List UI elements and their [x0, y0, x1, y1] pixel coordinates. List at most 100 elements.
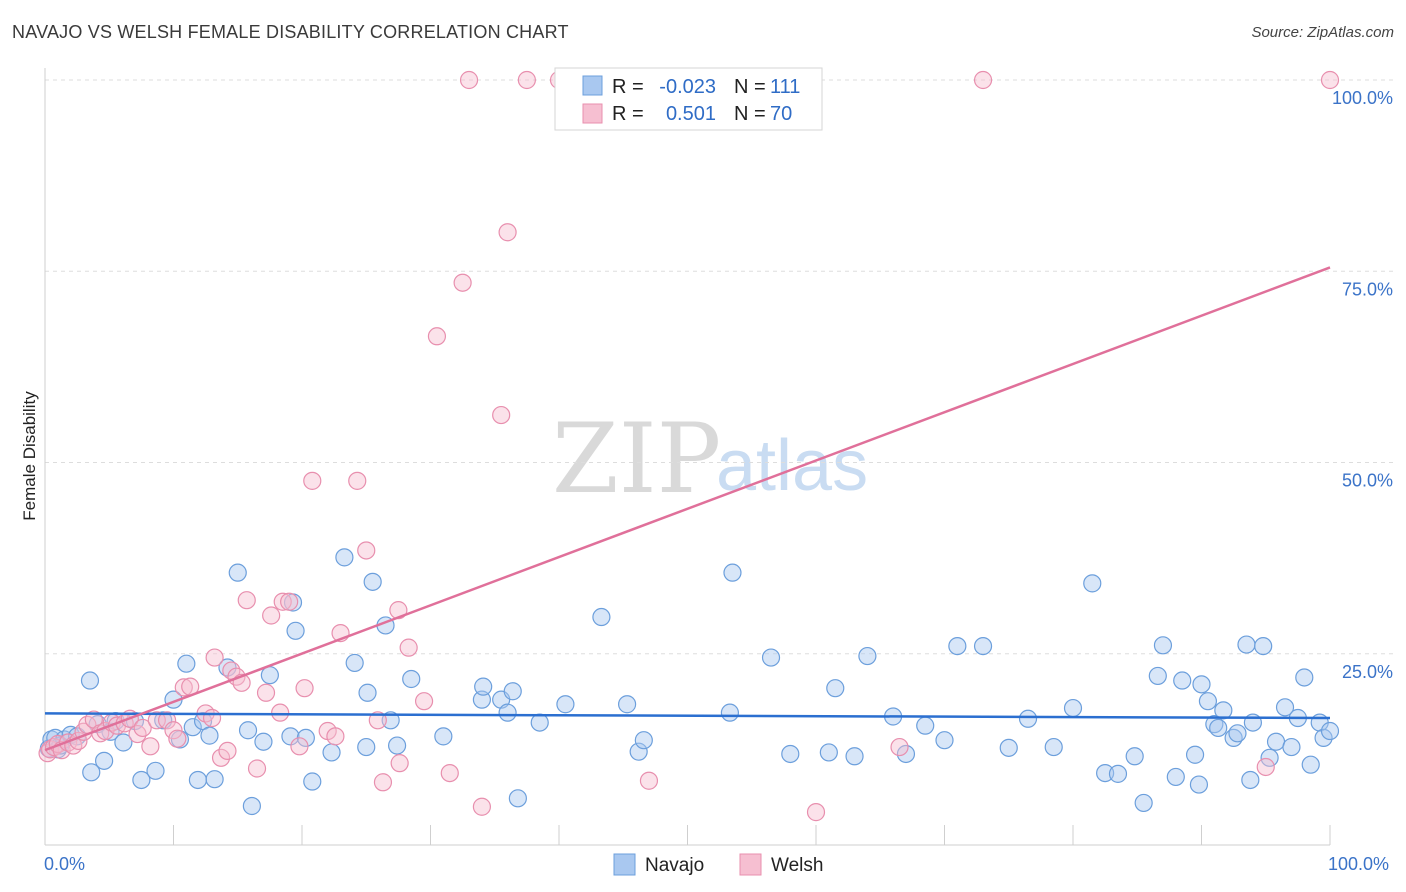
navajo-point — [188, 770, 208, 790]
navajo-point — [1260, 748, 1279, 767]
navajo-point — [508, 789, 527, 808]
navajo-point — [935, 731, 954, 750]
welsh-point — [273, 592, 292, 611]
navajo-point — [1153, 636, 1173, 655]
navajo-point — [1314, 728, 1333, 748]
source-attribution: Source: ZipAtlas.com — [1251, 24, 1394, 41]
navajo-point — [720, 703, 740, 722]
navajo-point — [916, 716, 935, 735]
navajo-point — [402, 669, 421, 689]
navajo-point — [948, 636, 967, 656]
y-tick-label: 25.0% — [1342, 662, 1393, 682]
welsh-point — [390, 754, 409, 773]
navajo-point — [1166, 767, 1185, 787]
navajo-legend-swatch — [582, 75, 603, 96]
welsh-series-label: Welsh — [771, 855, 823, 876]
navajo-point — [1198, 692, 1218, 711]
navajo-point — [723, 563, 742, 582]
welsh-point — [202, 708, 222, 728]
navajo-point — [1241, 770, 1260, 790]
navajo-point — [381, 711, 400, 730]
x-axis-ticks — [173, 825, 1331, 845]
watermark-zip: ZIP — [552, 403, 721, 515]
welsh-point — [414, 692, 434, 711]
navajo-point — [973, 636, 993, 656]
welsh-point — [517, 70, 536, 90]
welsh-point — [427, 327, 447, 346]
navajo-point — [618, 695, 637, 714]
navajo-point — [183, 718, 202, 737]
navajo-point — [1237, 635, 1256, 654]
welsh-point — [639, 771, 659, 790]
welsh-point — [492, 405, 511, 425]
navajo-r-value: -0.023 — [659, 76, 716, 98]
navajo-point — [530, 713, 549, 732]
navajo-point — [387, 736, 407, 755]
navajo-point — [1044, 737, 1063, 757]
navajo-point — [1254, 636, 1273, 656]
navajo-point — [238, 721, 258, 740]
navajo-point — [1214, 701, 1233, 720]
navajo-point — [761, 648, 781, 667]
navajo-point — [1301, 755, 1320, 774]
welsh-point — [218, 741, 237, 761]
welsh-point — [806, 803, 826, 822]
navajo-point — [1185, 745, 1205, 764]
welsh-point — [472, 797, 491, 816]
navajo-point — [345, 653, 364, 673]
welsh-trend-line — [44, 266, 1331, 752]
navajo-point — [1192, 675, 1211, 694]
y-tick-label: 50.0% — [1342, 471, 1393, 491]
navajo-point — [1018, 709, 1038, 728]
welsh-point — [256, 683, 276, 702]
welsh-point — [459, 70, 479, 90]
navajo-point — [281, 727, 300, 746]
welsh-point — [133, 718, 152, 738]
navajo-point — [82, 763, 101, 782]
welsh-point — [373, 773, 393, 792]
welsh-point — [271, 703, 290, 722]
welsh-point — [237, 591, 256, 610]
navajo-point — [303, 772, 322, 791]
navajo-n-label: N = — [734, 76, 766, 98]
welsh-point — [326, 727, 345, 746]
welsh-point — [205, 648, 224, 667]
navajo-point — [358, 683, 377, 702]
navajo-point — [205, 770, 224, 789]
welsh-point — [280, 592, 299, 611]
welsh-point — [1256, 757, 1275, 777]
x-tick-label-min: 0.0% — [44, 854, 85, 874]
navajo-point — [242, 796, 261, 816]
welsh-point — [399, 638, 418, 657]
welsh-n-label: N = — [734, 103, 766, 125]
navajo-point — [335, 548, 354, 567]
navajo-point — [472, 690, 491, 709]
navajo-point — [1228, 724, 1247, 743]
navajo-point — [826, 679, 845, 698]
welsh-point — [357, 541, 376, 560]
navajo-point — [132, 770, 151, 790]
navajo-point — [1148, 666, 1167, 686]
navajo-point — [1275, 698, 1295, 717]
navajo-point — [1209, 718, 1228, 738]
navajo-series-swatch — [613, 853, 636, 876]
y-tick-label: 100.0% — [1332, 88, 1393, 108]
welsh-point — [368, 711, 387, 730]
navajo-r-label: R = — [612, 76, 644, 98]
navajo-point — [503, 682, 522, 701]
welsh-n-value: 70 — [770, 103, 792, 125]
navajo-point — [629, 742, 648, 761]
navajo-point — [1083, 574, 1102, 593]
chart-title: NAVAJO VS WELSH FEMALE DISABILITY CORREL… — [12, 22, 569, 42]
navajo-point — [1125, 747, 1144, 766]
watermark: ZIP atlas — [552, 403, 868, 515]
welsh-point — [440, 763, 459, 783]
welsh-point — [890, 737, 909, 757]
welsh-point — [498, 223, 517, 242]
navajo-point — [322, 743, 341, 762]
navajo-point — [434, 727, 453, 746]
navajo-point — [781, 744, 800, 764]
welsh-point — [247, 759, 267, 778]
welsh-point — [174, 678, 193, 697]
